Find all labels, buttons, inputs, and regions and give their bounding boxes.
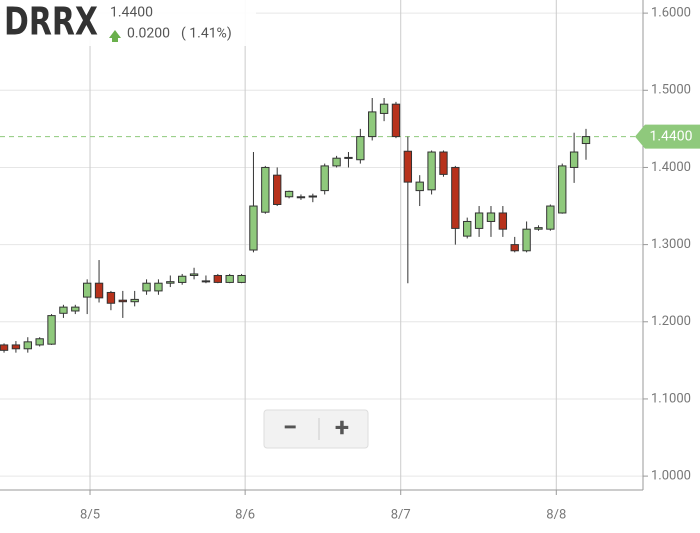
candle-body	[558, 165, 567, 214]
zoom-control: − +	[263, 409, 369, 449]
x-tick-label: 8/5	[80, 507, 100, 522]
candle-body	[522, 228, 531, 252]
candle-body	[47, 315, 56, 345]
candle-body	[308, 195, 318, 198]
header-box	[0, 0, 256, 46]
candle-body	[118, 299, 127, 303]
candle-body	[189, 273, 199, 276]
candle-body	[213, 274, 222, 283]
y-tick-label: 1.6000	[651, 6, 691, 21]
y-tick-label: 1.5000	[651, 83, 691, 98]
symbol: DRRX	[4, 0, 98, 44]
candle-body	[154, 282, 163, 292]
candle-body	[225, 274, 234, 283]
candle-body	[11, 344, 21, 350]
candle-body	[320, 165, 329, 192]
candle-body	[415, 181, 424, 192]
candle-body	[35, 338, 44, 346]
candle-body	[59, 306, 68, 314]
candle-body	[463, 220, 472, 237]
candle-body	[534, 227, 543, 230]
candle-body	[344, 156, 353, 159]
last-price-badge	[635, 124, 700, 149]
candle-body	[201, 280, 211, 283]
candle-body	[332, 157, 341, 167]
candle-body	[546, 205, 555, 230]
candle-body	[94, 282, 104, 299]
zoom-box	[263, 409, 369, 449]
zoom-out[interactable]: −	[283, 413, 297, 443]
candle-body	[82, 282, 92, 298]
x-tick-label: 8/8	[546, 507, 566, 522]
y-tick-label: 1.2000	[651, 314, 691, 329]
candle-body	[451, 166, 460, 229]
y-tick-label: 1.4000	[651, 160, 691, 175]
candle-body	[142, 282, 151, 292]
candle-body	[391, 103, 401, 138]
candle-body	[486, 212, 496, 222]
candle-body	[439, 151, 448, 175]
up-arrow	[109, 30, 121, 42]
candle-body	[581, 136, 591, 145]
zoom-in[interactable]: +	[335, 413, 349, 443]
candle-body	[23, 341, 32, 350]
candle-body	[403, 150, 413, 183]
candle-body	[498, 212, 508, 230]
candle-body	[178, 275, 187, 283]
candle-body	[474, 212, 484, 229]
candle-body	[166, 281, 175, 284]
x-tick-label: 8/7	[391, 507, 411, 522]
candle-body	[237, 274, 246, 283]
y-tick-label: 1.3000	[651, 237, 691, 252]
candle-body	[569, 151, 579, 168]
candle-body	[71, 306, 80, 312]
y-tick-label: 1.0000	[651, 469, 691, 484]
candle-body	[368, 111, 377, 138]
candle-body	[106, 291, 116, 304]
candle-body	[273, 174, 282, 205]
last-price-label: 1.4400	[649, 128, 692, 144]
candle-body	[356, 136, 365, 161]
price: 1.4400	[110, 5, 153, 21]
change-pct: ( 1.41%)	[181, 26, 232, 42]
candle-body	[427, 151, 436, 191]
x-tick-label: 8/6	[235, 507, 255, 522]
candle-body	[249, 205, 258, 251]
y-tick-label: 1.1000	[651, 391, 691, 406]
candle-body	[130, 298, 139, 303]
candle-body	[379, 103, 389, 114]
candle-body	[296, 196, 306, 199]
candle-body	[0, 344, 9, 351]
change: 0.0200	[127, 26, 170, 42]
candle-body	[284, 190, 294, 198]
candle-body	[261, 166, 270, 213]
candle-body	[510, 244, 519, 252]
